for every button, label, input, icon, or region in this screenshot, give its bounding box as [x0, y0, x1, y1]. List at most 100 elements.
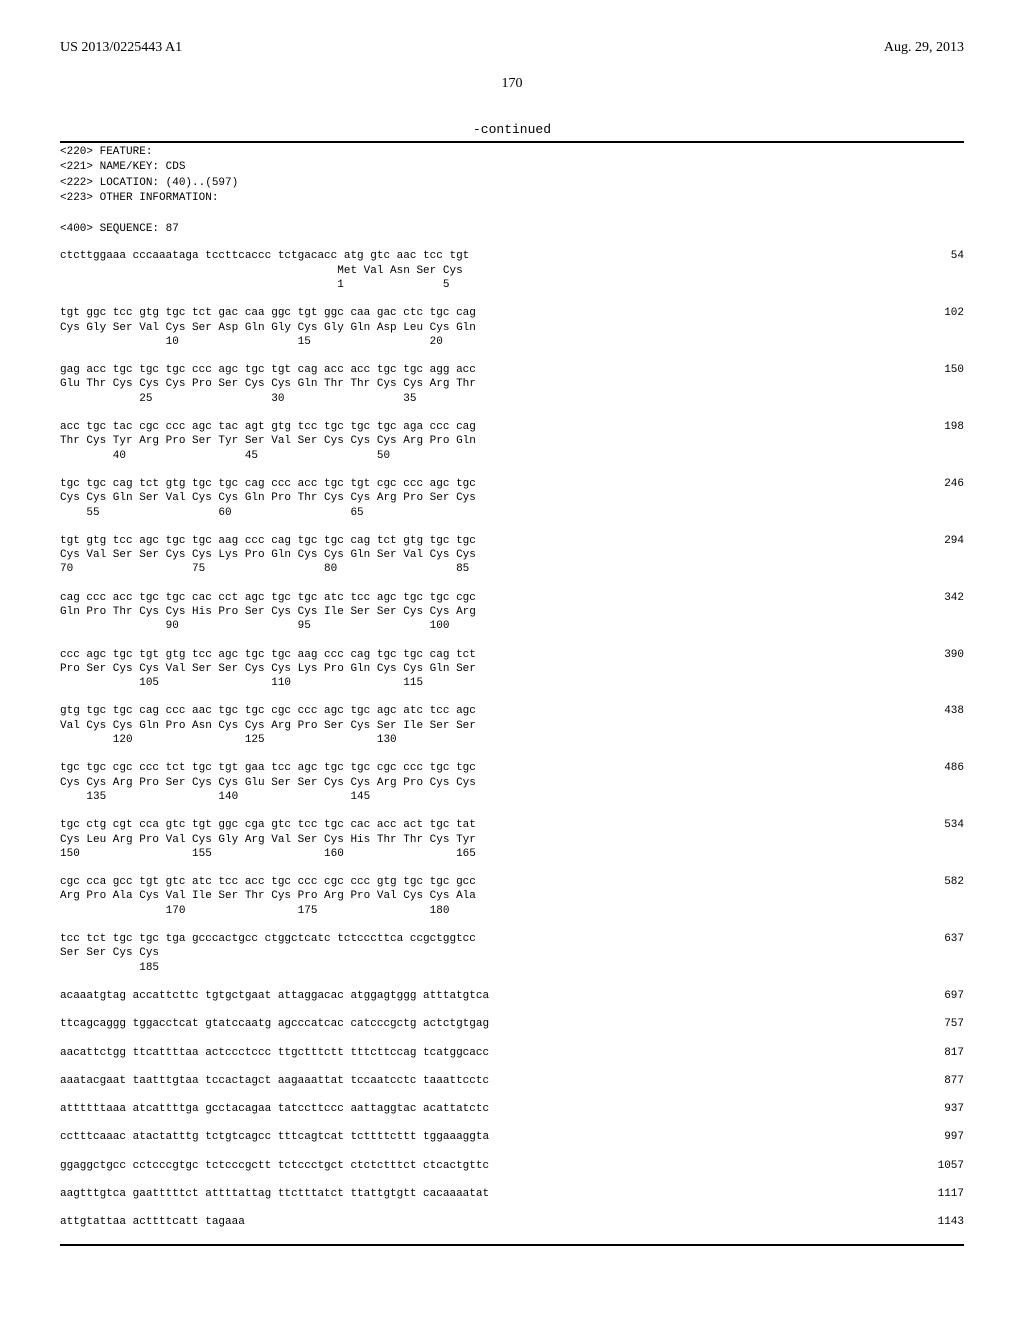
position-number — [944, 264, 964, 278]
trailing-container: acaaatgtag accattcttc tgtgctgaat attagga… — [60, 989, 964, 1230]
sequence-row: Gln Pro Thr Cys Cys His Pro Ser Cys Cys … — [60, 605, 964, 619]
sequence-text: Arg Pro Ala Cys Val Ile Ser Thr Cys Pro … — [60, 889, 476, 903]
sequence-row: Cys Cys Gln Ser Val Cys Cys Gln Pro Thr … — [60, 491, 964, 505]
position-number — [944, 321, 964, 335]
sequence-text: 150 155 160 165 — [60, 847, 476, 861]
sequence-row: tcc tct tgc tgc tga gcccactgcc ctggctcat… — [60, 932, 964, 946]
patent-number: US 2013/0225443 A1 — [60, 40, 182, 56]
position-number — [944, 506, 964, 520]
sequence-text: tgc tgc cag tct gtg tgc tgc cag ccc acc … — [60, 477, 476, 491]
sequence-row: Thr Cys Tyr Arg Pro Ser Tyr Ser Val Ser … — [60, 434, 964, 448]
sequence-row: Cys Gly Ser Val Cys Ser Asp Gln Gly Cys … — [60, 321, 964, 335]
sequence-row: Pro Ser Cys Cys Val Ser Ser Cys Cys Lys … — [60, 662, 964, 676]
position-number: 486 — [924, 761, 964, 775]
position-number — [944, 676, 964, 690]
position-number — [944, 278, 964, 292]
sequence-row: 150 155 160 165 — [60, 847, 964, 861]
position-number — [944, 833, 964, 847]
position-number — [944, 449, 964, 463]
sequence-row: Ser Ser Cys Cys — [60, 946, 964, 960]
sequence-text: Pro Ser Cys Cys Val Ser Ser Cys Cys Lys … — [60, 662, 476, 676]
trailing-row: acaaatgtag accattcttc tgtgctgaat attagga… — [60, 989, 964, 1003]
trailing-position: 817 — [924, 1046, 964, 1060]
sequence-text: 40 45 50 — [60, 449, 390, 463]
trailing-text: ttcagcaggg tggacctcat gtatccaatg agcccat… — [60, 1017, 489, 1031]
sequence-text: Cys Cys Gln Ser Val Cys Cys Gln Pro Thr … — [60, 491, 476, 505]
sequence-row: tgc ctg cgt cca gtc tgt ggc cga gtc tcc … — [60, 818, 964, 832]
position-number — [944, 889, 964, 903]
sequence-text: tcc tct tgc tgc tga gcccactgcc ctggctcat… — [60, 932, 476, 946]
sequence-text: Cys Val Ser Ser Cys Cys Lys Pro Gln Cys … — [60, 548, 476, 562]
position-number: 534 — [924, 818, 964, 832]
sequence-row: Val Cys Cys Gln Pro Asn Cys Cys Arg Pro … — [60, 719, 964, 733]
position-number — [944, 491, 964, 505]
position-number: 582 — [924, 875, 964, 889]
trailing-position: 697 — [924, 989, 964, 1003]
sequence-group: cgc cca gcc tgt gtc atc tcc acc tgc ccc … — [60, 875, 964, 918]
sequence-text: Met Val Asn Ser Cys — [60, 264, 463, 278]
position-number — [944, 335, 964, 349]
sequence-text: acc tgc tac cgc ccc agc tac agt gtg tcc … — [60, 420, 476, 434]
sequence-text: Gln Pro Thr Cys Cys His Pro Ser Cys Cys … — [60, 605, 476, 619]
sequence-group: tgt gtg tcc agc tgc tgc aag ccc cag tgc … — [60, 534, 964, 577]
trailing-row: attttttaaa atcattttga gcctacagaa tatcctt… — [60, 1102, 964, 1116]
sequence-group: acc tgc tac cgc ccc agc tac agt gtg tcc … — [60, 420, 964, 463]
trailing-text: cctttcaaac atactatttg tctgtcagcc tttcagt… — [60, 1130, 489, 1144]
sequence-text: 170 175 180 — [60, 904, 449, 918]
sequence-row: gtg tgc tgc cag ccc aac tgc tgc cgc ccc … — [60, 704, 964, 718]
sequence-row: Cys Leu Arg Pro Val Cys Gly Arg Val Ser … — [60, 833, 964, 847]
sequence-text: gtg tgc tgc cag ccc aac tgc tgc cgc ccc … — [60, 704, 476, 718]
trailing-text: acaaatgtag accattcttc tgtgctgaat attagga… — [60, 989, 489, 1003]
sequence-row: tgc tgc cag tct gtg tgc tgc cag ccc acc … — [60, 477, 964, 491]
sequence-text: tgc ctg cgt cca gtc tgt ggc cga gtc tcc … — [60, 818, 476, 832]
sequence-text: Val Cys Cys Gln Pro Asn Cys Cys Arg Pro … — [60, 719, 476, 733]
sequence-row: 185 — [60, 961, 964, 975]
patent-date: Aug. 29, 2013 — [884, 40, 964, 56]
sequence-group: ctcttggaaa cccaaataga tccttcaccc tctgaca… — [60, 249, 964, 292]
top-rule — [60, 141, 964, 143]
position-number — [944, 619, 964, 633]
sequence-text: 185 — [60, 961, 159, 975]
position-number: 390 — [924, 648, 964, 662]
trailing-position: 1117 — [918, 1187, 964, 1201]
page-number: 170 — [60, 76, 964, 92]
position-number: 637 — [924, 932, 964, 946]
sequence-row: 135 140 145 — [60, 790, 964, 804]
trailing-row: ttcagcaggg tggacctcat gtatccaatg agcccat… — [60, 1017, 964, 1031]
annotation-lines: <220> FEATURE: <221> NAME/KEY: CDS <222>… — [60, 145, 964, 237]
sequence-row: gag acc tgc tgc tgc ccc agc tgc tgt cag … — [60, 363, 964, 377]
sequence-group: ccc agc tgc tgt gtg tcc agc tgc tgc aag … — [60, 648, 964, 691]
sequence-text: tgc tgc cgc ccc tct tgc tgt gaa tcc agc … — [60, 761, 476, 775]
sequence-text: cgc cca gcc tgt gtc atc tcc acc tgc ccc … — [60, 875, 476, 889]
sequence-group: tgc tgc cgc ccc tct tgc tgt gaa tcc agc … — [60, 761, 964, 804]
position-number — [944, 961, 964, 975]
trailing-text: aagtttgtca gaatttttct attttattag ttcttta… — [60, 1187, 489, 1201]
position-number — [944, 548, 964, 562]
trailing-position: 1143 — [918, 1215, 964, 1229]
trailing-row: cctttcaaac atactatttg tctgtcagcc tttcagt… — [60, 1130, 964, 1144]
position-number — [944, 662, 964, 676]
position-number: 342 — [924, 591, 964, 605]
sequence-row: cag ccc acc tgc tgc cac cct agc tgc tgc … — [60, 591, 964, 605]
sequence-text: Cys Leu Arg Pro Val Cys Gly Arg Val Ser … — [60, 833, 476, 847]
sequence-text: 105 110 115 — [60, 676, 423, 690]
sequence-row: 70 75 80 85 — [60, 562, 964, 576]
sequence-text: Cys Cys Arg Pro Ser Cys Cys Glu Ser Ser … — [60, 776, 476, 790]
position-number — [944, 847, 964, 861]
trailing-text: attttttaaa atcattttga gcctacagaa tatcctt… — [60, 1102, 489, 1116]
trailing-row: aagtttgtca gaatttttct attttattag ttcttta… — [60, 1187, 964, 1201]
sequence-text: 135 140 145 — [60, 790, 370, 804]
sequence-group: tgc tgc cag tct gtg tgc tgc cag ccc acc … — [60, 477, 964, 520]
position-number — [944, 562, 964, 576]
sequence-text: 10 15 20 — [60, 335, 443, 349]
position-number: 102 — [924, 306, 964, 320]
trailing-row: aacattctgg ttcattttaa actccctccc ttgcttt… — [60, 1046, 964, 1060]
sequence-row: ctcttggaaa cccaaataga tccttcaccc tctgaca… — [60, 249, 964, 263]
sequence-row: 90 95 100 — [60, 619, 964, 633]
position-number — [944, 377, 964, 391]
sequence-text: cag ccc acc tgc tgc cac cct agc tgc tgc … — [60, 591, 476, 605]
position-number: 198 — [924, 420, 964, 434]
sequence-row: 25 30 35 — [60, 392, 964, 406]
sequence-text: gag acc tgc tgc tgc ccc agc tgc tgt cag … — [60, 363, 476, 377]
position-number — [944, 605, 964, 619]
